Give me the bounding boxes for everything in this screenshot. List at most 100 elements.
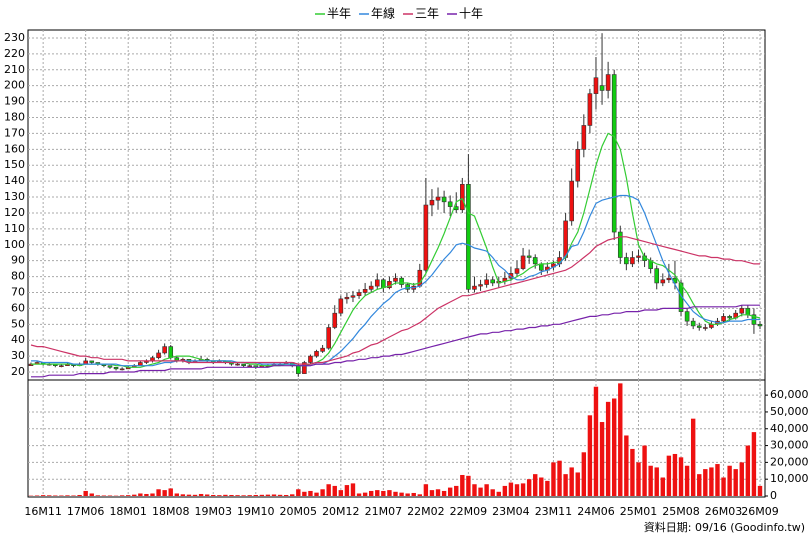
candle-body <box>332 312 338 328</box>
candle-body <box>320 347 325 352</box>
volume-bar <box>375 490 380 496</box>
x-tick-label: 17M06 <box>67 505 105 518</box>
volume-bar <box>332 485 337 496</box>
volume-bar <box>393 491 398 496</box>
candle-body <box>374 279 380 287</box>
candle-body <box>745 308 751 316</box>
candle-body <box>162 346 167 354</box>
volume-bar <box>101 495 107 496</box>
volume-bar <box>126 495 131 496</box>
candle-body <box>684 311 690 322</box>
candle-body <box>168 346 174 359</box>
candle-body <box>441 196 447 203</box>
x-tick-label: 21M07 <box>365 505 403 518</box>
candle-body <box>727 316 732 319</box>
candle-body <box>399 277 404 285</box>
x-tick-label: 22M09 <box>450 505 488 518</box>
ma-line <box>31 304 760 378</box>
candle-body <box>624 257 629 265</box>
candle-body <box>599 85 605 91</box>
volume-bar <box>539 477 544 496</box>
volume-bar <box>423 484 429 496</box>
candle-body <box>532 257 538 265</box>
volume-bar <box>690 418 696 496</box>
volume-bar <box>247 495 252 496</box>
volume-bar <box>138 493 143 496</box>
volume-bar <box>435 489 441 496</box>
candle-body <box>350 295 356 298</box>
legend-label: 年線 <box>371 6 395 21</box>
volume-bar <box>53 495 58 496</box>
volume-bar <box>271 494 277 496</box>
candle-body <box>423 204 429 271</box>
volume-bar <box>180 494 186 496</box>
y2-tick-label: 50,000 <box>770 405 808 418</box>
candle-body <box>447 201 453 207</box>
volume-bar <box>666 455 672 496</box>
volume-bar <box>624 435 629 496</box>
x-tick-label: 22M02 <box>407 505 445 518</box>
volume-bar <box>283 494 289 496</box>
volume-bar <box>229 494 234 496</box>
y-tick-label: 150 <box>4 158 25 171</box>
volume-bar <box>563 474 568 496</box>
volume-bar <box>192 494 198 496</box>
candle-body <box>393 277 398 282</box>
ma-line <box>30 236 760 365</box>
volume-bar <box>259 494 265 496</box>
volume-bar <box>684 465 690 496</box>
volume-bar <box>253 494 258 496</box>
y2-tick-label: 30,000 <box>770 439 808 452</box>
y2-tick-label: 20,000 <box>770 455 808 468</box>
candle-body <box>484 279 489 285</box>
volume-bar <box>314 492 319 496</box>
y-tick-label: 200 <box>4 79 25 92</box>
volume-bar <box>223 494 228 496</box>
volume-bar <box>520 483 526 496</box>
y-tick-label: 50 <box>11 317 25 330</box>
volume-bar <box>569 467 574 496</box>
x-tick-label: 23M11 <box>535 505 573 518</box>
volume-bar <box>642 445 647 496</box>
candle-body <box>617 231 623 258</box>
volume-bar <box>727 465 732 496</box>
y-tick-label: 130 <box>4 190 25 203</box>
candle-body <box>575 149 581 182</box>
candle-body <box>308 355 313 363</box>
candle-body <box>721 316 726 322</box>
volume-bar <box>526 479 532 496</box>
candle-body <box>514 268 520 274</box>
candle-body <box>429 199 435 206</box>
footer: 資料日期: 09/16 (Goodinfo.tw) <box>644 520 805 534</box>
volume-bar <box>757 485 763 496</box>
candle-body <box>569 180 574 222</box>
volume-bar <box>302 491 307 496</box>
candle-body <box>119 368 125 371</box>
volume-bar <box>472 484 477 496</box>
volume-bar <box>381 490 386 496</box>
volume-bar <box>277 494 283 496</box>
volume-bar <box>745 445 751 496</box>
x-tick-label: 19M10 <box>237 505 275 518</box>
volume-bar <box>362 492 368 496</box>
candle-body <box>295 365 301 374</box>
y-tick-label: 80 <box>11 270 25 283</box>
volume-bar <box>320 489 325 496</box>
volume-bar <box>83 490 88 496</box>
candle-body <box>362 289 368 293</box>
candle-body <box>356 292 362 296</box>
volume-bar <box>265 494 271 496</box>
y-tick-label: 90 <box>11 254 25 267</box>
y-tick-label: 140 <box>4 174 25 187</box>
x-tick-label: 24M06 <box>577 505 615 518</box>
candle-body <box>460 184 465 211</box>
volume-bar <box>326 484 331 496</box>
volume-bar <box>533 474 538 496</box>
volume-bar <box>545 480 550 496</box>
candle-body <box>89 360 95 363</box>
volume-bar <box>551 462 556 496</box>
volume-bar <box>454 485 459 496</box>
legend-label: 半年 <box>327 7 351 21</box>
y-tick-label: 230 <box>4 31 25 44</box>
